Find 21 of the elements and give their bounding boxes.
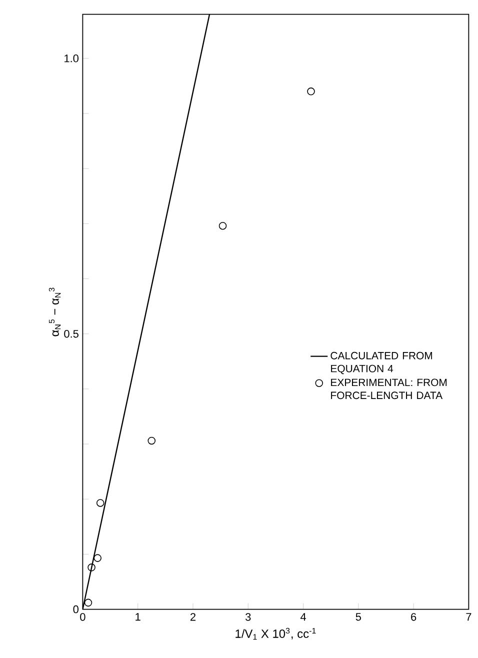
point [96,499,104,507]
x-tick-label: 1 [136,613,140,621]
x-tick-label: 6 [411,613,416,621]
x-tick-label: 4 [300,613,306,621]
x-tick-label: 2 [190,613,196,621]
point [84,598,92,607]
y-tick-label: 1.0 [64,54,78,62]
point [307,88,315,96]
point [94,554,102,562]
x-tick-label: 5 [356,613,361,621]
x-axis-title: 1/V$_{1}$ X 10$^{3}$, cc$^{-1}$ [236,628,316,640]
y-tick-label: 0 [73,605,78,614]
legend-label: EXPERIMENTAL: FROM FORCE-LENGTH DATA [331,378,447,400]
x-tick-label: 7 [466,613,472,621]
x-tick-label: 0 [80,613,86,621]
point [218,222,227,230]
point [148,436,156,445]
legend-label: CALCULATED FROM EQUATION 4 [330,352,432,374]
point [88,564,96,572]
y-tick-label: 0.5 [64,330,78,338]
x-tick-label: 3 [246,613,251,621]
